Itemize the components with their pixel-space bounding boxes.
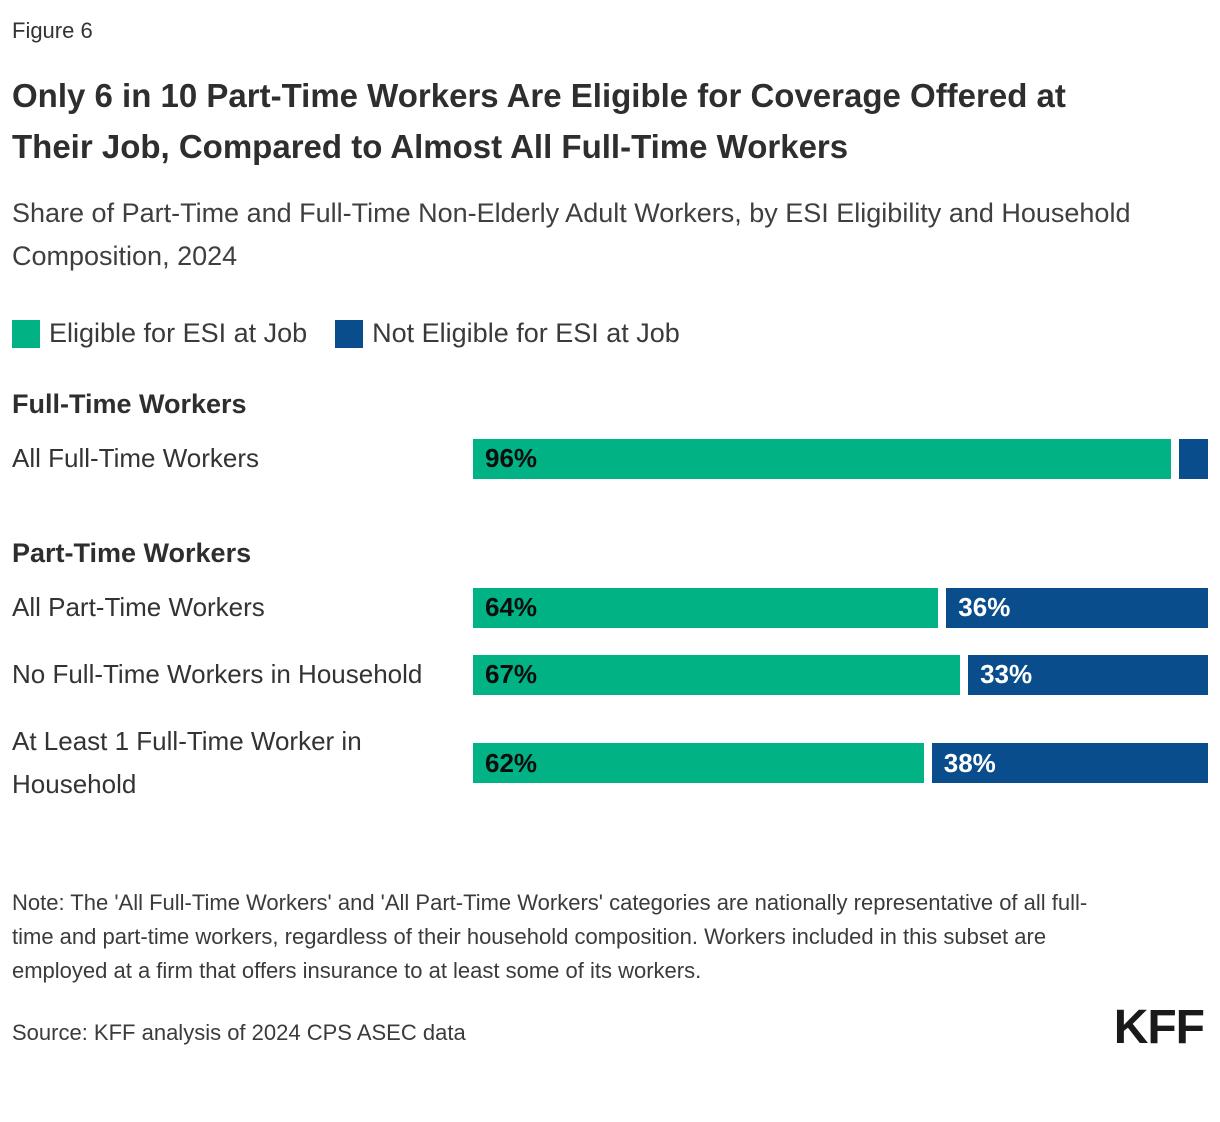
section-heading-full-time: Full-Time Workers (12, 389, 247, 419)
bar-value-label: 36% (958, 592, 1011, 622)
legend: Eligible for ESI at Job Not Eligible for… (12, 318, 1208, 349)
source-text: Source: KFF analysis of 2024 CPS ASEC da… (12, 1020, 466, 1045)
bar-row-at-least-1-full-time-in-household: At Least 1 Full-Time Worker in Household… (12, 720, 1208, 806)
legend-swatch-not-eligible-icon (335, 319, 364, 348)
legend-label-not-eligible: Not Eligible for ESI at Job (372, 318, 680, 348)
bar-segment-eligible: 67% (473, 654, 961, 695)
bar-row-all-part-time: All Part-Time Workers 64% 36% (12, 586, 1208, 629)
note-text: Note: The 'All Full-Time Workers' and 'A… (12, 890, 1088, 983)
figure-number: Figure 6 (12, 18, 93, 43)
bar-segment-not-eligible: 38% (931, 743, 1208, 783)
footer: Source: KFF analysis of 2024 CPS ASEC da… (12, 1004, 1208, 1052)
legend-label-eligible: Eligible for ESI at Job (49, 318, 308, 348)
bar-value-label: 64% (485, 592, 538, 622)
category-label: All Full-Time Workers (12, 443, 260, 473)
bar-track: 67% 33% (473, 654, 1208, 695)
bar-segment-eligible: 64% (473, 587, 939, 628)
bar-segment-eligible: 62% (473, 743, 924, 783)
bar-row-no-full-time-in-household: No Full-Time Workers in Household 67% 33… (12, 653, 1208, 696)
bar-value-label: 38% (943, 747, 996, 778)
legend-item-not-eligible: Not Eligible for ESI at Job (335, 318, 680, 349)
chart-subtitle: Share of Part-Time and Full-Time Non-Eld… (12, 198, 1131, 271)
bar-track: 96% (473, 438, 1208, 479)
bar-value-label: 62% (485, 747, 538, 778)
section-heading-part-time: Part-Time Workers (12, 538, 252, 568)
bar-track: 64% 36% (473, 587, 1208, 628)
legend-swatch-eligible-icon (12, 319, 40, 348)
category-label: All Part-Time Workers (12, 592, 265, 622)
bar-value-label: 33% (980, 659, 1033, 689)
bar-segment-not-eligible: 33% (968, 654, 1208, 695)
kff-logo: KFF (1113, 1001, 1205, 1054)
bar-segment-not-eligible (1178, 438, 1208, 479)
bar-track: 62% 38% (473, 743, 1208, 783)
bar-segment-eligible: 96% (473, 438, 1171, 479)
chart-body: Full-Time Workers All Full-Time Workers … (12, 389, 1208, 806)
chart-title: Only 6 in 10 Part-Time Workers Are Eligi… (12, 77, 1066, 165)
bar-segment-not-eligible: 36% (946, 587, 1208, 628)
section-part-time: Part-Time Workers All Part-Time Workers … (12, 538, 1208, 806)
section-full-time: Full-Time Workers All Full-Time Workers … (12, 389, 1208, 480)
category-label: At Least 1 Full-Time Worker in Household (12, 726, 362, 799)
bar-value-label: 67% (485, 659, 538, 689)
bar-value-label: 96% (485, 443, 538, 473)
legend-item-eligible: Eligible for ESI at Job (12, 318, 307, 349)
bar-row-all-full-time: All Full-Time Workers 96% (12, 437, 1208, 480)
category-label: No Full-Time Workers in Household (12, 659, 423, 689)
